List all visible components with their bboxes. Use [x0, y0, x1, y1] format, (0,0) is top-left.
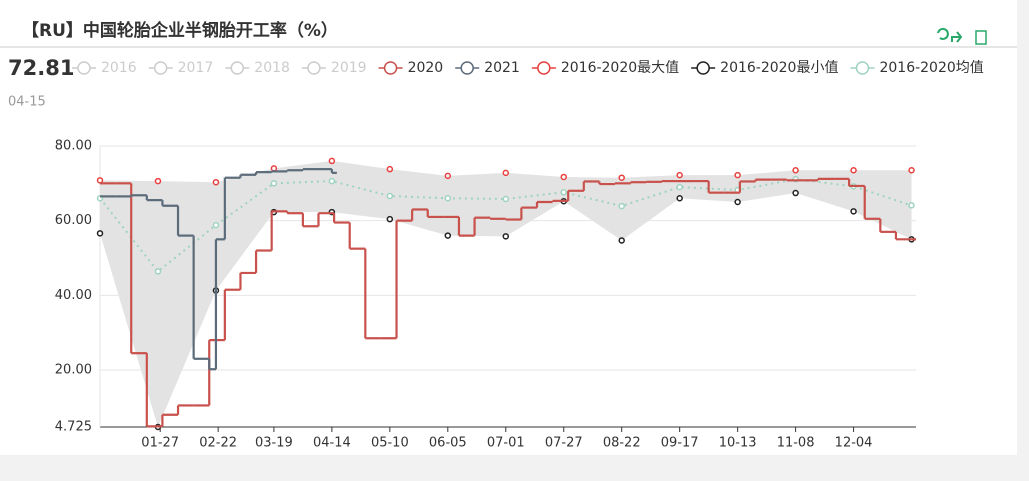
point-marker	[560, 189, 567, 196]
point-marker	[444, 232, 452, 239]
point-marker	[618, 202, 625, 210]
point-marker	[96, 177, 104, 184]
point-marker	[502, 233, 510, 240]
point-marker	[212, 178, 220, 186]
point-marker	[154, 268, 162, 275]
point-marker	[328, 177, 336, 185]
plot-area: 4.725 20.00 40.00 60.00 80.00 01-27 02-22 03-19…	[55, 139, 916, 451]
point-marker	[154, 177, 162, 185]
y-tick-label: 20.00	[55, 362, 92, 377]
legend-label: 2018	[254, 60, 290, 76]
legend-symbol	[537, 61, 551, 75]
legend-symbol	[153, 61, 168, 75]
legend-label: 2019	[331, 60, 367, 76]
point-marker	[502, 169, 510, 177]
legend-item[interactable]: 2016-2020均值	[850, 60, 984, 76]
x-tick-label: 10-13	[719, 436, 757, 451]
point-marker	[676, 195, 683, 202]
image-icon[interactable]	[975, 30, 987, 45]
legend-symbol	[230, 61, 245, 75]
y-tick-label: 4.725	[55, 420, 92, 435]
point-marker	[908, 202, 915, 209]
point-marker	[270, 180, 278, 187]
legend-item[interactable]: 2021	[455, 60, 520, 76]
x-tick-label: 06-05	[429, 436, 467, 451]
point-marker	[734, 171, 741, 179]
x-tick-label: 03-19	[255, 436, 293, 451]
x-tick-label: 08-22	[603, 436, 641, 451]
point-marker	[212, 221, 220, 229]
legend-item[interactable]: 2016-2020最小值	[691, 60, 838, 76]
point-marker	[734, 198, 741, 206]
point-marker	[676, 171, 683, 179]
point-marker	[618, 174, 625, 181]
legend-label: 2016-2020均值	[879, 60, 983, 76]
point-marker	[328, 157, 336, 165]
y-tick-label: 60.00	[55, 213, 92, 228]
x-tick-label: 05-10	[371, 436, 409, 451]
legend-label: 2016	[101, 60, 137, 76]
x-tick-label: 04-14	[313, 436, 351, 451]
point-marker	[444, 172, 452, 180]
x-tick-label: 11-08	[777, 436, 815, 451]
x-tick-label: 07-01	[487, 436, 525, 451]
legend-label: 2016-2020最小值	[720, 60, 838, 76]
point-marker	[386, 192, 394, 200]
legend-symbol	[77, 61, 91, 75]
legend-label: 2020	[408, 60, 444, 76]
x-tick-label: 02-22	[199, 436, 237, 451]
point-marker	[96, 230, 104, 237]
x-tick-label: 09-17	[661, 436, 699, 451]
range-band	[100, 160, 912, 427]
legend-symbol	[855, 61, 870, 75]
share-icon[interactable]	[951, 31, 963, 43]
legend-item[interactable]: 2016-2020最大值	[531, 60, 679, 76]
current-date: 04-15	[8, 95, 46, 110]
x-tick-label: 07-27	[545, 436, 583, 451]
refresh-icon[interactable]	[937, 27, 949, 40]
point-marker	[792, 167, 799, 174]
legend-symbol	[383, 61, 398, 75]
legend-item[interactable]: 2018	[225, 60, 290, 76]
current-value: 72.81	[8, 56, 74, 80]
legend-item[interactable]: 2020	[378, 60, 444, 76]
legend-label: 2016-2020最大值	[561, 60, 679, 76]
point-marker	[386, 215, 394, 223]
y-tick-label: 40.00	[55, 288, 92, 303]
point-marker	[270, 165, 278, 172]
legend-symbol	[307, 61, 321, 75]
point-marker	[444, 195, 452, 202]
point-marker	[560, 173, 567, 181]
point-marker	[386, 165, 394, 173]
x-tick-label: 12-04	[835, 436, 873, 451]
y-tick-label: 80.00	[55, 139, 92, 154]
point-marker	[908, 167, 915, 174]
point-marker	[676, 183, 683, 191]
legend-item[interactable]: 2019	[301, 60, 367, 76]
x-tick-label: 01-27	[141, 436, 179, 451]
point-marker	[618, 237, 625, 244]
legend-item[interactable]: 2016	[72, 60, 137, 76]
legend-symbol	[696, 61, 710, 75]
point-marker	[792, 189, 799, 197]
legend-label: 2017	[178, 60, 214, 76]
legend-label: 2021	[484, 60, 520, 76]
legend-item[interactable]: 2017	[148, 60, 214, 76]
legend: 2016 2017 2018 2019 2020 2021 2016-2020最大值 2016…	[72, 60, 984, 76]
point-marker	[850, 208, 857, 215]
toolbar[interactable]	[937, 27, 987, 45]
chart-title: 【RU】中国轮胎企业半钢胎开工率（%）	[22, 20, 338, 41]
legend-symbol	[460, 61, 474, 75]
point-marker	[850, 167, 857, 174]
point-marker	[502, 195, 510, 203]
